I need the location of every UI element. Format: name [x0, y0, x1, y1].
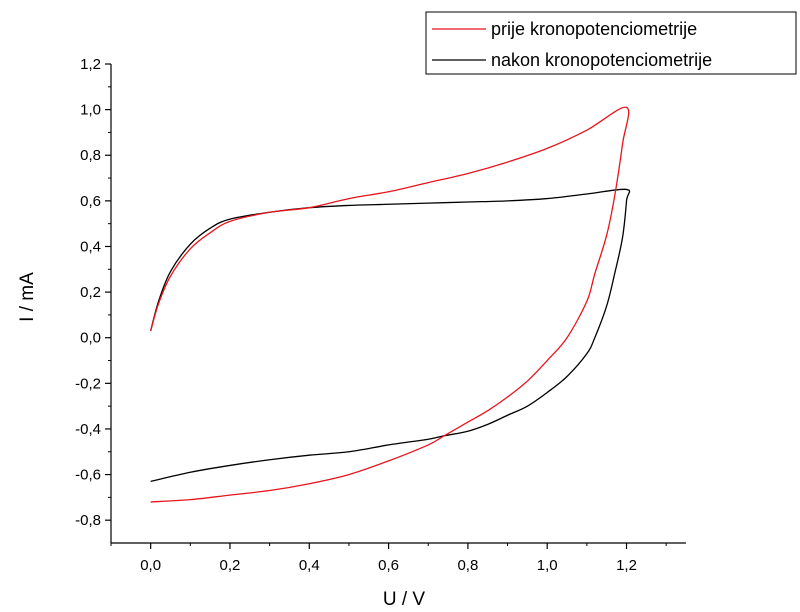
- legend-label-nakon: nakon kronopotenciometrije: [491, 50, 712, 70]
- y-tick-label: -0,2: [75, 375, 101, 392]
- y-tick-label: 0,2: [80, 284, 101, 301]
- y-tick-label: 0,4: [80, 238, 101, 255]
- y-tick-label: 0,6: [80, 193, 101, 210]
- x-tick-label: 0,4: [299, 557, 320, 574]
- x-tick-label: 1,2: [616, 557, 637, 574]
- series-line-nakon: [150, 188, 631, 483]
- legend: prije kronopotenciometrije nakon kronopo…: [425, 11, 797, 75]
- y-tick-label: -0,6: [75, 467, 101, 484]
- x-tick-label: 0,0: [140, 557, 161, 574]
- y-tick-label: 1,0: [80, 102, 101, 119]
- y-tick-label: 1,2: [80, 56, 101, 73]
- y-tick-label: 0,8: [80, 147, 101, 164]
- y-ticks: -0,8 -0,6 -0,4 -0,2 0,0 0,2 0,4 0,6 0,8 1,0 1,2: [75, 56, 111, 529]
- y-tick-label: -0,4: [75, 421, 101, 438]
- series-layer: [150, 106, 631, 503]
- x-tick-label: 0,8: [457, 557, 478, 574]
- x-tick-label: 1,0: [537, 557, 558, 574]
- legend-label-prije: prije kronopotenciometrije: [491, 19, 697, 39]
- series-line-prije: [150, 106, 630, 503]
- legend-box: [425, 11, 797, 75]
- y-tick-label: 0,0: [80, 330, 101, 347]
- x-ticks: 0,0 0,2 0,4 0,6 0,8 1,0 1,2: [110, 543, 667, 574]
- x-tick-label: 0,6: [378, 557, 399, 574]
- y-axis-title: I / mA: [17, 272, 38, 322]
- x-tick-label: 0,2: [220, 557, 241, 574]
- axes: [110, 64, 686, 544]
- x-axis-title: U / V: [383, 589, 426, 610]
- y-tick-label: -0,8: [75, 512, 101, 529]
